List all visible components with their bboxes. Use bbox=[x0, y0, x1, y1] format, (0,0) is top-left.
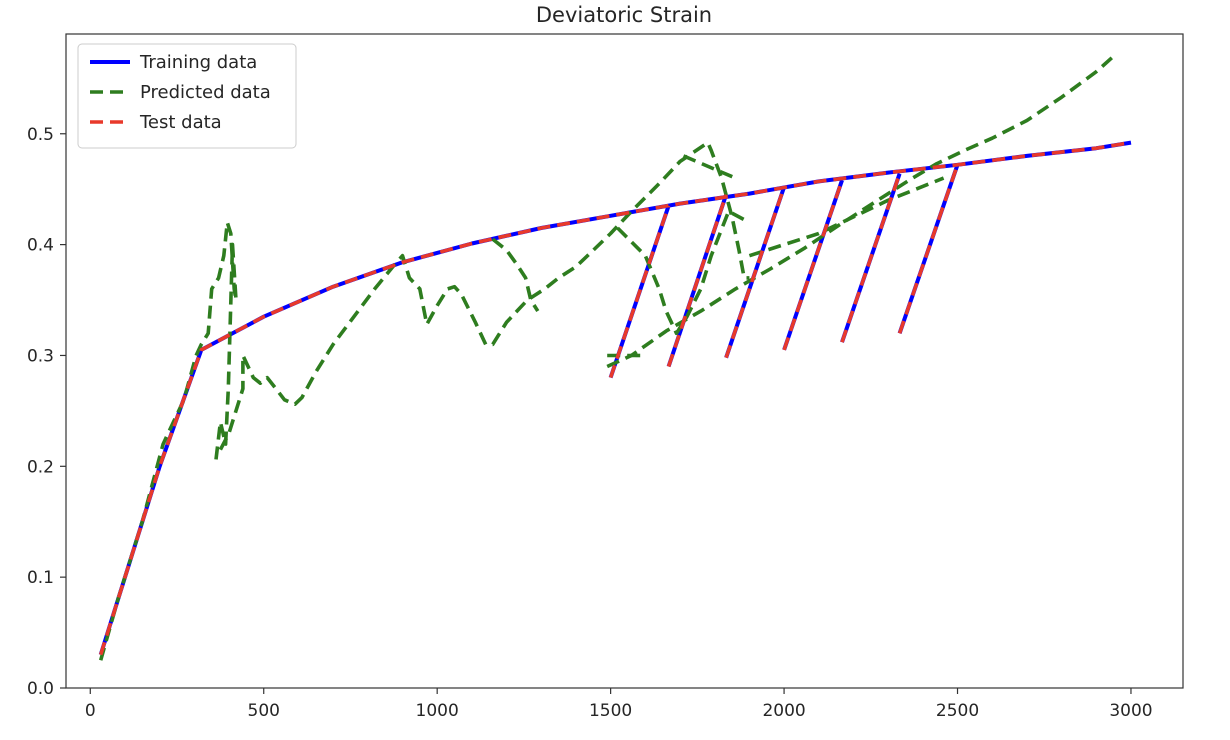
legend-label: Predicted data bbox=[140, 82, 271, 103]
axes-frame bbox=[65, 33, 1184, 689]
series-line bbox=[782, 179, 844, 351]
legend-label: Test data bbox=[139, 112, 222, 133]
series-line bbox=[666, 194, 728, 368]
series-line bbox=[897, 164, 960, 334]
series-line bbox=[98, 140, 1132, 656]
x-tick-label: 1000 bbox=[416, 701, 459, 721]
y-tick-label: 0.1 bbox=[27, 568, 54, 588]
series-test-data bbox=[98, 140, 1132, 656]
series-line bbox=[608, 205, 671, 379]
x-tick-label: 2000 bbox=[762, 701, 805, 721]
series-line bbox=[606, 54, 1115, 369]
y-axis: 0.0 0.1 0.2 0.3 0.4 0.5 bbox=[27, 125, 66, 699]
plot-area bbox=[98, 54, 1132, 661]
series-training-data bbox=[98, 140, 1132, 656]
series-line bbox=[682, 154, 737, 180]
series-line bbox=[616, 209, 751, 336]
y-tick-label: 0.2 bbox=[27, 457, 54, 477]
series-line bbox=[98, 140, 1132, 656]
chart-title: Deviatoric Strain bbox=[536, 3, 712, 27]
legend-label: Training data bbox=[139, 52, 257, 73]
x-tick-label: 3000 bbox=[1109, 701, 1152, 721]
y-tick-label: 0.0 bbox=[27, 679, 54, 699]
series-line bbox=[491, 237, 540, 313]
series-line bbox=[724, 186, 786, 359]
y-tick-label: 0.3 bbox=[27, 346, 54, 366]
x-tick-label: 0 bbox=[85, 701, 96, 721]
y-tick-label: 0.4 bbox=[27, 236, 54, 256]
x-tick-label: 500 bbox=[248, 701, 280, 721]
series-line bbox=[748, 176, 945, 258]
series-line bbox=[218, 140, 750, 451]
legend: Training data Predicted data Test data bbox=[77, 43, 297, 149]
x-tick-label: 1500 bbox=[589, 701, 632, 721]
series-line bbox=[840, 173, 902, 343]
y-tick-label: 0.5 bbox=[27, 125, 54, 145]
x-axis: 0 500 1000 1500 2000 2500 3000 bbox=[85, 688, 1153, 721]
legend-box bbox=[77, 43, 297, 149]
x-tick-label: 2500 bbox=[936, 701, 979, 721]
